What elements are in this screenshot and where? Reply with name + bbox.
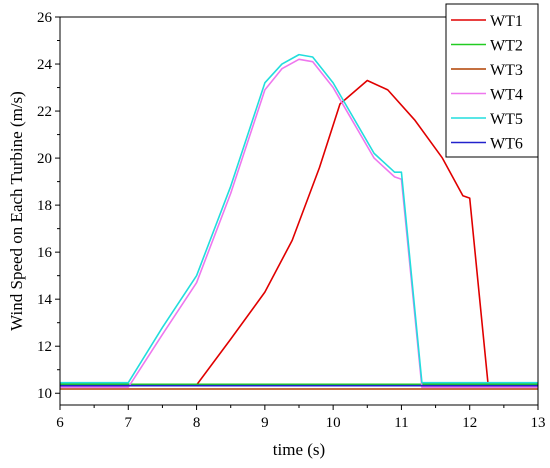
y-tick-label: 18: [37, 198, 52, 214]
legend-label-wt2: WT2: [490, 38, 523, 55]
chart-legend: WT1 WT2 WT3 WT4 WT5 WT6: [445, 3, 539, 158]
series-layer: [60, 53, 538, 390]
series-line-wt4: [60, 58, 538, 389]
x-tick-label: 7: [125, 415, 133, 431]
x-axis-title: time (s): [273, 440, 325, 459]
axis-ticks: [55, 16, 539, 410]
legend-label-wt3: WT3: [490, 62, 523, 79]
series-line-wt1: [60, 79, 538, 386]
legend-label-wt1: WT1: [490, 13, 523, 30]
y-tick-label: 12: [37, 339, 52, 355]
x-tick-label: 8: [193, 415, 201, 431]
y-tick-label: 14: [37, 292, 53, 308]
x-tick-label: 10: [326, 415, 341, 431]
series-line-wt5: [60, 53, 538, 384]
y-axis-title: Wind Speed on Each Turbine (m/s): [7, 91, 26, 331]
x-tick-label: 13: [531, 415, 546, 431]
y-tick-label: 24: [37, 57, 53, 73]
axis-tick-labels: 6 7 8 9 10 11 12 13 10 12 14 16 18 20 22 24 26: [37, 10, 546, 431]
y-tick-label: 22: [37, 104, 52, 120]
legend-label-wt5: WT5: [490, 111, 523, 128]
y-tick-label: 10: [37, 386, 52, 402]
x-tick-label: 12: [462, 415, 477, 431]
y-tick-label: 20: [37, 151, 52, 167]
x-tick-label: 9: [261, 415, 269, 431]
legend-label-wt4: WT4: [490, 87, 523, 104]
legend-label-wt6: WT6: [490, 136, 523, 153]
y-tick-label: 26: [37, 10, 53, 26]
x-tick-label: 11: [394, 415, 408, 431]
legend-box: [445, 3, 539, 158]
y-tick-label: 16: [37, 245, 53, 261]
x-tick-label: 6: [56, 415, 64, 431]
